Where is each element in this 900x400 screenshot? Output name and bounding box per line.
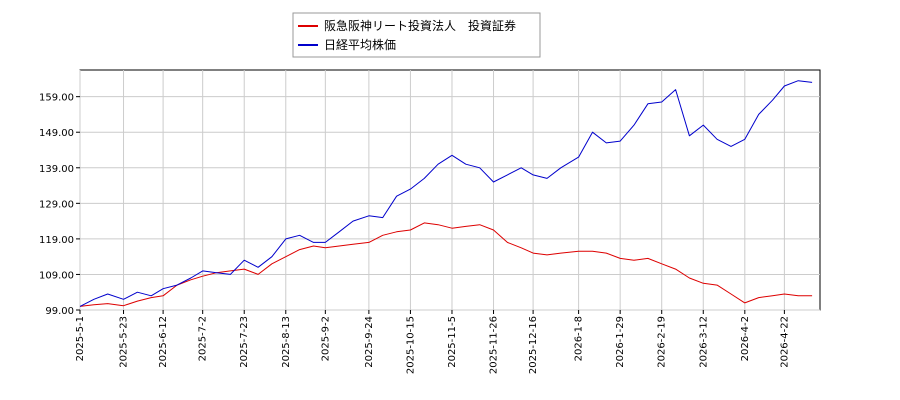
x-tick-label: 2025-6-12 <box>158 316 169 368</box>
y-tick-label: 119.00 <box>39 235 74 246</box>
x-tick-label: 2025-7-2 <box>198 316 209 361</box>
x-tick-label: 2025-5-23 <box>119 316 130 368</box>
x-tick-label: 2025-7-23 <box>239 316 250 368</box>
y-tick-label: 129.00 <box>39 199 74 210</box>
x-tick-label: 2025-12-16 <box>528 316 539 374</box>
x-tick-label: 2025-9-24 <box>364 316 375 368</box>
x-axis: 2025-5-1 2025-5-23 2025-6-12 2025-7-2 2025-7… <box>75 310 790 374</box>
y-tick-label: 109.00 <box>39 270 74 281</box>
legend-label-0: 阪急阪神リート投資法人 投資証券 <box>324 18 516 33</box>
x-tick-label: 2026-4-22 <box>779 316 790 368</box>
x-tick-label: 2026-4-2 <box>740 316 751 361</box>
x-tick-label: 2025-5-1 <box>75 316 86 361</box>
x-tick-label: 2026-2-19 <box>657 316 668 368</box>
y-tick-label: 139.00 <box>39 164 74 175</box>
y-axis: 99.00 109.00 119.00 129.00 139.00 149.00 159.0… <box>39 93 80 317</box>
x-tick-label: 2025-8-13 <box>281 316 292 368</box>
y-tick-label: 149.00 <box>39 128 74 139</box>
x-tick-label: 2025-10-15 <box>405 316 416 374</box>
legend-box <box>292 12 541 58</box>
series-lines <box>79 80 813 307</box>
y-tick-label: 159.00 <box>39 93 74 104</box>
x-tick-label: 2026-3-12 <box>698 316 709 368</box>
plot-area <box>79 69 821 311</box>
legend: 阪急阪神リート投資法人 投資証券 日経平均株価 <box>292 12 541 58</box>
grid-lines <box>79 70 820 311</box>
y-tick-label: 99.00 <box>45 306 74 317</box>
x-tick-label: 2025-11-26 <box>489 316 500 374</box>
x-tick-label: 2026-1-8 <box>574 316 585 361</box>
x-tick-label: 2026-1-29 <box>615 316 626 368</box>
series-line-0 <box>79 222 813 307</box>
series-line-1 <box>79 80 813 307</box>
x-tick-label: 2025-9-2 <box>320 316 331 361</box>
legend-label-1: 日経平均株価 <box>324 37 396 52</box>
x-tick-label: 2025-11-5 <box>447 316 458 368</box>
